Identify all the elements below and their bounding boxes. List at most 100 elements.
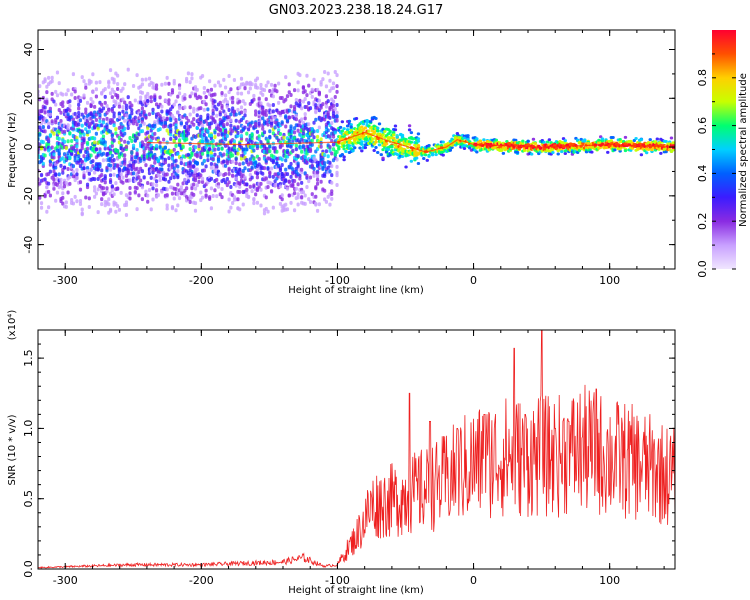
spectrogram-cell <box>54 89 58 94</box>
spectrogram-cell <box>284 167 288 172</box>
spectrogram-cell <box>308 106 313 111</box>
spectrogram-cell <box>163 81 167 86</box>
spectrogram-cell <box>287 193 291 198</box>
spectrogram-cell <box>107 81 111 86</box>
spectrogram-cell <box>70 152 74 157</box>
spectrogram-cell <box>294 143 298 148</box>
spectrogram-cell <box>238 162 242 167</box>
spectrogram-cell <box>64 204 68 209</box>
spectrogram-cell <box>158 127 162 132</box>
spectrogram-cell <box>254 192 258 197</box>
spectrogram-cell <box>101 120 106 125</box>
spectrogram-cell <box>298 176 302 181</box>
spectrogram-cell <box>634 137 638 141</box>
spectrogram-cell <box>165 172 169 177</box>
spectrogram-cell <box>213 152 217 157</box>
snr-x-tick-label: 0 <box>470 574 477 587</box>
spectrogram-cell <box>236 133 240 138</box>
spectrogram-cell <box>112 89 116 94</box>
spectrogram-cell <box>174 158 178 163</box>
spectrogram-cell <box>62 129 67 134</box>
spectrogram-cell <box>100 102 104 107</box>
spectrogram-cell <box>231 159 235 164</box>
spectrogram-cell <box>176 203 180 208</box>
spectrogram-cell <box>170 205 175 210</box>
spectrogram-cell <box>310 138 314 143</box>
spectrogram-cell <box>257 134 261 139</box>
spectrogram-cell <box>186 179 191 184</box>
spectrogram-cell <box>199 114 203 119</box>
spectrogram-cell <box>186 127 191 132</box>
spectrogram-cell <box>78 187 83 192</box>
spectrogram-cell <box>192 122 196 127</box>
spectrogram-cell <box>73 194 77 199</box>
spectrogram-cell <box>176 151 180 156</box>
spectrogram-cell <box>257 121 261 126</box>
spectrogram-cell <box>269 82 274 87</box>
spectrogram-cell <box>172 175 176 180</box>
spectrogram-cell <box>131 84 136 89</box>
spectrogram-cell <box>338 125 343 129</box>
spectrogram-cell <box>96 210 100 215</box>
spectrogram-cell <box>160 104 164 109</box>
spectrogram-cell <box>172 78 176 83</box>
spectrogram-cell <box>273 125 277 130</box>
spectrogram-cell <box>45 90 49 95</box>
spectrogram-cell <box>386 147 391 151</box>
spectrogram-cell <box>236 125 240 130</box>
spectrogram-cell <box>268 103 272 108</box>
spectrogram-cell <box>93 140 97 145</box>
spectrogram-cell <box>154 179 159 184</box>
spectrogram-cell <box>61 191 65 196</box>
spectrogram-cell <box>300 195 304 200</box>
spectrogram-cell <box>262 211 267 216</box>
spectrogram-cell <box>220 146 224 151</box>
spectrogram-cell <box>236 197 240 202</box>
spectrogram-cell <box>75 172 79 177</box>
spectrogram-cell <box>407 124 412 128</box>
spectrogram-cell <box>123 161 127 166</box>
spectrogram-cell <box>177 196 182 201</box>
spectrogram-cell <box>103 100 107 105</box>
spectrogram-cell <box>140 129 144 134</box>
spectrogram-cell <box>323 174 327 179</box>
spectrogram-cell <box>68 131 72 136</box>
spectrogram-cell <box>77 106 81 111</box>
spectrogram-cell <box>70 197 74 202</box>
spectrogram-cell <box>144 115 148 120</box>
spectrogram-cell <box>61 92 65 97</box>
spectrogram-cell <box>598 145 603 149</box>
spectrogram-cell <box>425 158 429 162</box>
spectrogram-cell <box>225 104 229 109</box>
spectrogram-cell <box>301 131 306 136</box>
spectrogram-cell <box>154 188 159 193</box>
spectrogram-cell <box>123 153 127 158</box>
spectrogram-cell <box>335 114 339 119</box>
spectrogram-cell <box>388 130 392 134</box>
spectrogram-cell <box>268 170 272 175</box>
spectrogram-cell <box>239 105 244 110</box>
spectrogram-cell <box>533 141 537 145</box>
spectrogram-cell <box>167 98 171 103</box>
spectrogram-cell <box>331 99 336 104</box>
spectrogram-cell <box>360 140 364 144</box>
spectrogram-cell <box>183 93 187 98</box>
spectrogram-cell <box>204 145 208 150</box>
spectrogram-cell <box>319 137 323 142</box>
spectrogram-cell <box>110 153 114 158</box>
spectrogram-cell <box>185 115 189 120</box>
spectrogram-cell <box>167 156 171 161</box>
spectrogram-x-tick-label: -300 <box>53 274 78 287</box>
spectrogram-cell <box>222 123 226 128</box>
spectrogram-cell <box>195 167 199 172</box>
spectrogram-cell <box>310 159 314 164</box>
spectrogram-cell <box>360 149 364 153</box>
spectrogram-cell <box>94 191 98 196</box>
spectrogram-cell <box>248 172 252 177</box>
spectrogram-cell <box>169 176 173 181</box>
spectrogram-cell <box>117 176 121 181</box>
spectrogram-cell <box>98 164 102 169</box>
spectrogram-cell <box>381 133 385 137</box>
spectrogram-cell <box>300 167 304 172</box>
spectrogram-cell <box>77 122 81 127</box>
